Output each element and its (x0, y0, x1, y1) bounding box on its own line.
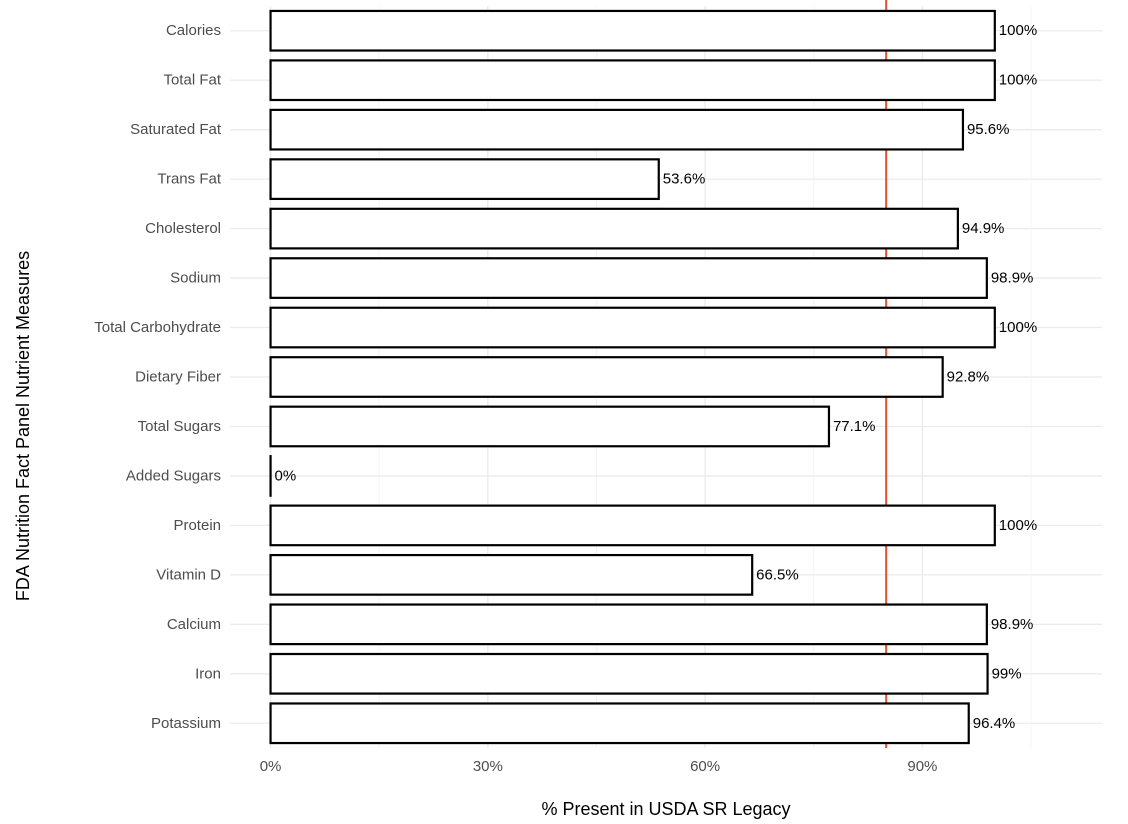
data-label: 96.4% (973, 715, 1016, 732)
y-tick-label: Sodium (170, 270, 221, 287)
bar (269, 356, 944, 398)
x-tick-label: 60% (690, 758, 720, 775)
bar (269, 9, 996, 52)
bar (269, 207, 959, 250)
data-label-layer: 100% 100% 95.6% 53.6% 94.9% 98.9% 100% 92.8% 77.… (275, 22, 1038, 732)
bar (269, 108, 965, 151)
data-label: 99% (992, 665, 1022, 682)
y-tick-label: Calories (166, 22, 221, 39)
data-label: 95.6% (967, 121, 1010, 138)
y-tick-label: Calcium (167, 616, 221, 633)
data-label: 0% (275, 467, 297, 484)
bar (269, 306, 996, 349)
y-tick-label: Protein (173, 517, 221, 534)
y-tick-label: Added Sugars (126, 467, 221, 484)
y-tick-label: Vitamin D (156, 566, 221, 583)
bar (269, 603, 988, 646)
bar (269, 405, 831, 448)
data-label: 77.1% (833, 418, 876, 435)
x-axis-title: % Present in USDA SR Legacy (541, 799, 790, 819)
data-label: 98.9% (991, 616, 1034, 633)
y-tick-label: Iron (195, 665, 221, 682)
x-tick-label: 30% (473, 758, 503, 775)
y-tick-label: Trans Fat (157, 171, 221, 188)
bar (269, 702, 970, 745)
y-axis: Calories Total Fat Saturated Fat Trans Fat C… (94, 22, 222, 732)
data-label: 100% (999, 72, 1037, 89)
data-label: 98.9% (991, 270, 1034, 287)
data-label: 53.6% (663, 171, 706, 188)
bar (269, 257, 988, 299)
data-label: 100% (999, 319, 1037, 336)
y-tick-label: Cholesterol (145, 220, 221, 237)
data-label: 100% (999, 22, 1037, 39)
y-tick-label: Total Carbohydrate (94, 319, 221, 336)
y-tick-label: Saturated Fat (130, 121, 222, 138)
x-tick-label: 90% (907, 758, 937, 775)
y-tick-label: Total Fat (163, 72, 221, 89)
data-label: 94.9% (962, 220, 1005, 237)
bar (269, 158, 660, 201)
bar (269, 553, 754, 596)
x-tick-label: 0% (260, 758, 282, 775)
bar-layer (269, 9, 996, 745)
x-axis: 0% 30% 60% 90% (260, 758, 938, 775)
y-axis-title: FDA Nutrition Fact Panel Nutrient Measur… (13, 251, 33, 601)
bar (269, 652, 989, 695)
data-label: 92.8% (947, 369, 990, 386)
bar (269, 504, 996, 547)
y-tick-label: Dietary Fiber (135, 369, 221, 386)
y-tick-label: Total Sugars (138, 418, 221, 435)
bar (269, 59, 996, 102)
data-label: 100% (999, 517, 1037, 534)
data-label: 66.5% (756, 566, 799, 583)
y-tick-label: Potassium (151, 715, 221, 732)
